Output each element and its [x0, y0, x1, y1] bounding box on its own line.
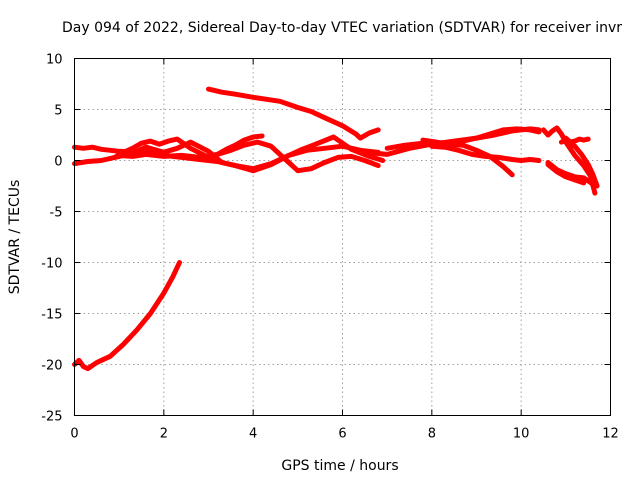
y-tick-label: -10: [41, 257, 62, 272]
x-tick-label: 4: [249, 427, 257, 442]
x-axis-label: GPS time / hours: [281, 458, 398, 474]
axis-ticks: 0 2 4 6 8 10 12 -25 -20 -15 -10 -5 0 5 10: [41, 53, 619, 442]
series-line-arc-3: [112, 133, 265, 160]
y-tick-label: -20: [41, 359, 62, 374]
plot-frame: [74, 58, 611, 416]
y-tick-label: 10: [46, 53, 63, 68]
series-line-arc-4: [116, 139, 381, 174]
series-line-arc-1: [72, 143, 381, 174]
x-tick-label: 2: [160, 427, 168, 442]
grid-lines: [74, 58, 611, 416]
series-line-arc-8: [384, 126, 542, 151]
y-tick-label: 5: [54, 104, 62, 119]
y-tick-label: 0: [54, 155, 62, 170]
chart-title: Day 094 of 2022, Sidereal Day-to-day VTE…: [62, 20, 622, 36]
y-tick-label: -5: [50, 206, 63, 221]
series-line-arc-15: [563, 135, 591, 145]
series-line-arc-13: [545, 162, 587, 186]
series-line-arc-10: [429, 143, 542, 163]
x-tick-label: 8: [428, 427, 436, 442]
series-line-arc-9: [420, 137, 515, 178]
y-axis-label: SDTVAR / TECUs: [7, 180, 23, 295]
series-line-arc-5: [206, 86, 381, 141]
x-tick-label: 0: [70, 427, 78, 442]
y-tick-label: -15: [41, 308, 62, 323]
series-line-arc-6: [72, 260, 182, 372]
y-tick-label: -25: [41, 410, 62, 425]
data-series: [72, 86, 600, 372]
x-tick-label: 12: [602, 427, 619, 442]
x-tick-label: 6: [338, 427, 346, 442]
x-tick-label: 10: [513, 427, 530, 442]
